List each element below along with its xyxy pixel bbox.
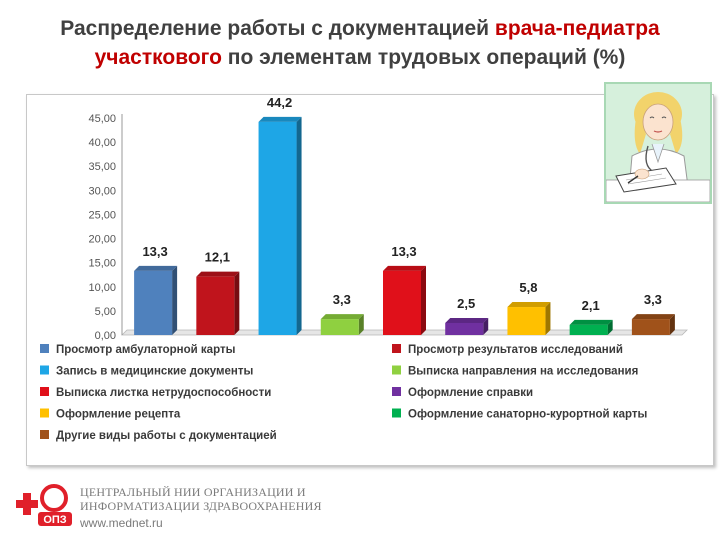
bar-side	[483, 317, 489, 335]
bar-side	[358, 314, 364, 335]
bar-top	[320, 314, 364, 320]
title-text-part: Распределение работы с документацией	[60, 17, 495, 40]
y-tick-label: 15,00	[88, 258, 116, 270]
legend-label: Другие виды работы с документацией	[56, 430, 277, 442]
title-text-part: по элементам трудовых операций (%)	[221, 46, 626, 69]
institute-logo: ОПЗ	[14, 480, 74, 537]
bar-side	[669, 314, 675, 335]
legend-swatch	[392, 365, 401, 375]
legend-swatch	[40, 344, 49, 353]
bar-side	[234, 271, 240, 335]
institute-name-line-1: ЦЕНТРАЛЬНЫЙ НИИ ОРГАНИЗАЦИИ И	[80, 485, 306, 499]
legend-label: Оформление рецепта	[56, 409, 181, 421]
bar-top	[569, 319, 613, 325]
legend-label: Выписка листка нетрудоспособности	[56, 387, 271, 399]
legend-swatch	[40, 387, 49, 396]
bar	[569, 324, 608, 335]
bar-top	[134, 265, 178, 271]
doctor-icon	[605, 92, 711, 203]
data-label: 3,3	[644, 292, 662, 307]
bar-top	[445, 317, 489, 323]
bar-side	[421, 265, 426, 335]
institute-name-line-2: ИНФОРМАТИЗАЦИИ ЗДРАВООХРАНЕНИЯ	[80, 499, 322, 513]
data-label: 44,2	[267, 95, 292, 110]
bar-top	[631, 314, 675, 320]
legend-swatch	[392, 387, 401, 396]
bar	[631, 319, 670, 335]
title-line-2: участкового по элементам трудовых операц…	[0, 43, 720, 72]
y-tick-label: 35,00	[88, 161, 116, 173]
legend-label: Просмотр результатов исследований	[408, 344, 623, 356]
legend-label: Оформление справки	[408, 387, 533, 399]
logo-icon: ОПЗ	[16, 484, 72, 526]
y-tick-label: 20,00	[88, 234, 116, 246]
y-tick-label: 45,00	[88, 113, 116, 125]
bar-side	[296, 116, 302, 335]
institute-url[interactable]: www.mednet.ru	[80, 516, 163, 530]
bar-side	[545, 302, 551, 335]
bar-side	[607, 319, 613, 335]
legend-swatch	[40, 430, 49, 439]
y-tick-label: 25,00	[88, 209, 116, 221]
logo-text: ОПЗ	[43, 514, 66, 526]
bar-top	[258, 116, 302, 122]
bar-top	[196, 271, 240, 277]
title-highlight: участкового	[94, 46, 222, 69]
data-label: 5,8	[519, 280, 537, 295]
y-tick-label: 30,00	[88, 185, 116, 197]
data-label: 13,3	[142, 244, 167, 259]
legend-label: Запись в медицинские документы	[56, 366, 254, 378]
legend-swatch	[392, 344, 401, 353]
bar	[507, 307, 546, 335]
y-tick-label: 0,00	[95, 330, 116, 342]
bar-top	[383, 265, 426, 271]
doctor-illustration	[604, 82, 712, 204]
bar	[383, 270, 421, 335]
legend-label: Выписка направления на исследования	[408, 366, 638, 378]
data-label: 13,3	[391, 244, 416, 259]
legend-swatch	[392, 408, 401, 418]
bar	[134, 270, 173, 335]
data-label: 2,1	[582, 298, 600, 313]
title-highlight: врача-педиатра	[494, 17, 660, 40]
chart-title: Распределение работы с документацией вра…	[0, 14, 720, 72]
bar	[445, 322, 484, 335]
data-label: 12,1	[205, 250, 230, 265]
legend-label: Просмотр амбулаторной карты	[56, 344, 236, 356]
legend-swatch	[40, 365, 49, 375]
bar	[196, 276, 235, 335]
y-tick-label: 10,00	[88, 282, 116, 294]
title-line-1: Распределение работы с документацией вра…	[0, 14, 720, 43]
bar-top	[507, 302, 551, 308]
bar	[320, 319, 359, 335]
legend-label: Оформление санаторно-курортной карты	[408, 409, 647, 421]
institute-name: ЦЕНТРАЛЬНЫЙ НИИ ОРГАНИЗАЦИИ И ИНФОРМАТИЗ…	[80, 485, 322, 513]
y-tick-label: 5,00	[95, 306, 116, 318]
bar	[258, 121, 297, 335]
bar-side	[172, 265, 178, 335]
data-label: 2,5	[457, 296, 475, 311]
legend-swatch	[40, 408, 49, 418]
data-label: 3,3	[333, 292, 351, 307]
y-tick-label: 40,00	[88, 137, 116, 149]
